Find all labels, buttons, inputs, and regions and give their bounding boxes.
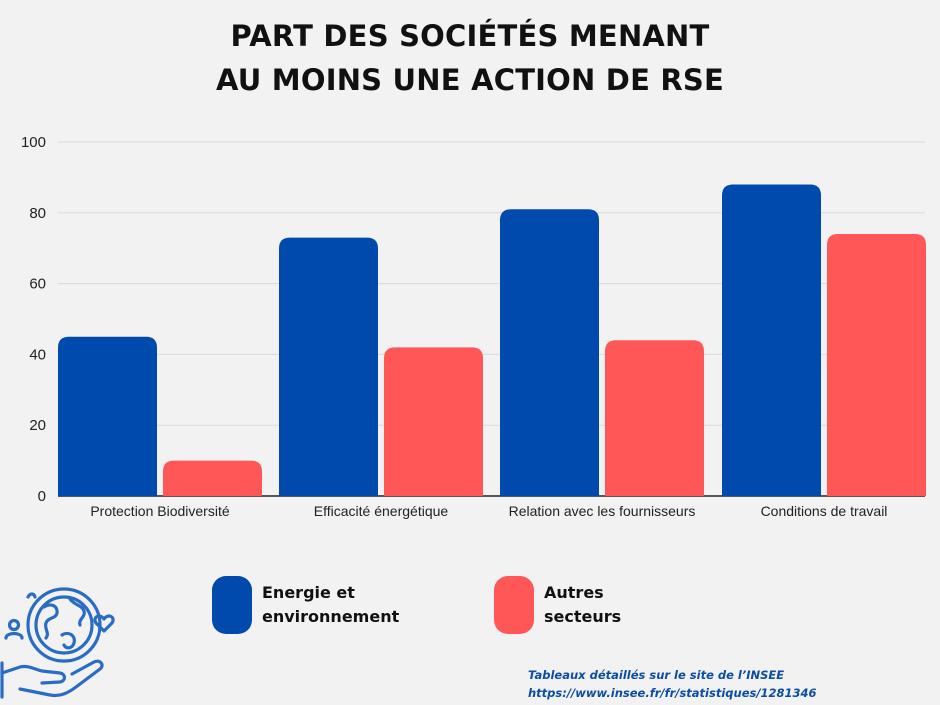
legend-swatch-autres [494, 576, 534, 634]
y-tick-label: 40 [29, 346, 46, 363]
y-axis-tick-labels: 0 20 40 60 80 100 [21, 134, 46, 505]
bar-energie-3 [722, 184, 821, 496]
legend-label-autres-line-1: Autres [544, 583, 604, 602]
earth-in-hand-icon [0, 587, 115, 699]
title-line-1: PART DES SOCIÉTÉS MENANT [230, 19, 710, 53]
y-tick-label: 100 [21, 134, 46, 151]
x-category-label: Conditions de travail [761, 503, 888, 519]
legend-swatch-energie [212, 576, 252, 634]
chart-title: PART DES SOCIÉTÉS MENANT AU MOINS UNE AC… [0, 14, 940, 102]
bar-chart: 0 20 40 60 80 100 Protection Biodiversité Effi… [21, 134, 926, 519]
bar-energie-2 [500, 209, 599, 496]
x-axis-category-labels: Protection Biodiversité Efficacité énergé… [90, 503, 887, 519]
x-category-label: Efficacité énergétique [314, 503, 449, 519]
source-note: Tableaux détaillés sur le site de l’INSE… [528, 666, 817, 702]
bar-autres-1 [384, 347, 483, 496]
source-line-2: https://www.insee.fr/fr/statistiques/128… [528, 686, 817, 700]
legend-label-energie-line-2: environnement [262, 607, 400, 626]
bars [58, 184, 926, 496]
y-tick-label: 60 [29, 276, 46, 293]
legend-label-energie: Energie et environnement [262, 581, 399, 629]
legend-label-autres: Autres secteurs [544, 581, 621, 629]
source-line-1: Tableaux détaillés sur le site de l’INSE… [528, 668, 785, 682]
x-category-label: Relation avec les fournisseurs [509, 503, 696, 519]
title-line-2: AU MOINS UNE ACTION DE RSE [216, 63, 724, 97]
bar-energie-1 [279, 237, 378, 496]
bar-autres-3 [827, 234, 926, 496]
y-tick-label: 0 [38, 488, 46, 505]
legend-label-energie-line-1: Energie et [262, 583, 355, 602]
legend-label-autres-line-2: secteurs [544, 607, 622, 626]
legend-item-energie: Energie et environnement [212, 576, 399, 634]
x-category-label: Protection Biodiversité [90, 503, 230, 519]
bar-autres-2 [605, 340, 704, 496]
y-tick-label: 80 [29, 205, 46, 222]
y-tick-label: 20 [29, 417, 46, 434]
legend-item-autres: Autres secteurs [494, 576, 621, 634]
bar-autres-0 [163, 460, 262, 496]
bar-energie-0 [58, 336, 157, 496]
